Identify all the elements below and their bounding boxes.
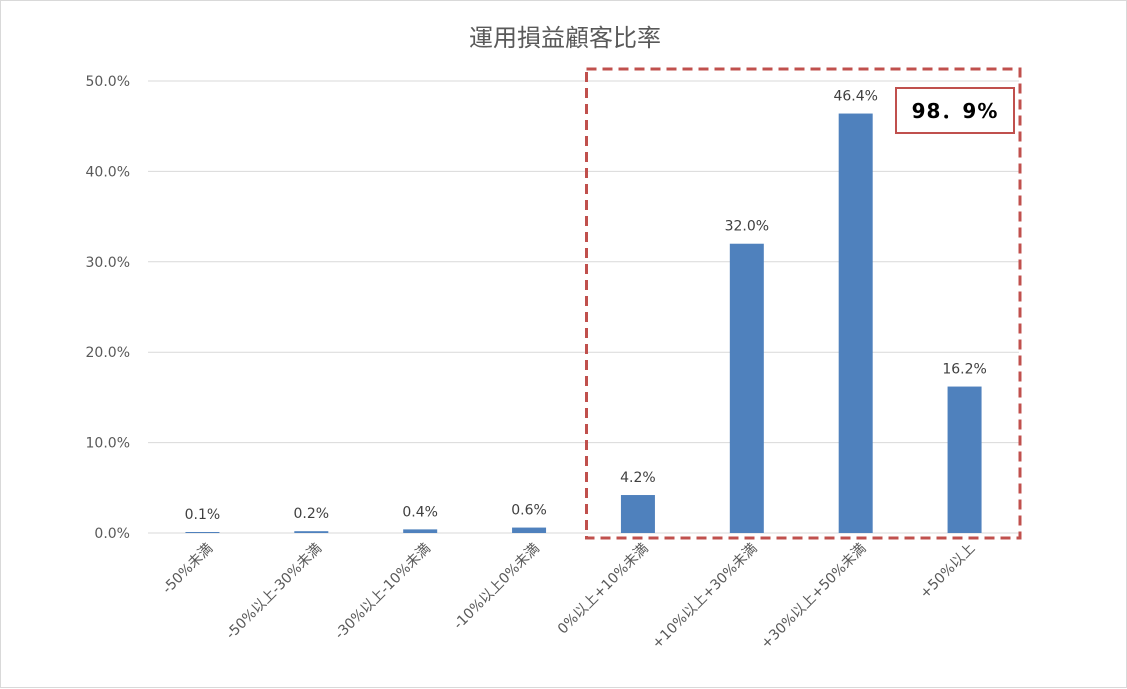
bar	[294, 531, 329, 533]
x-tick-label: +10%以上+30%未満	[649, 541, 761, 653]
data-label: 0.2%	[294, 506, 330, 522]
bar	[512, 527, 547, 533]
x-tick-label: +50%以上	[917, 541, 978, 602]
x-tick-label: -10%以上0%未満	[451, 541, 543, 633]
y-tick-label: 50.0%	[86, 74, 130, 90]
data-label: 4.2%	[620, 470, 656, 486]
data-label: 0.4%	[402, 504, 438, 520]
callout-label: 98．9%	[912, 99, 999, 123]
bar	[729, 243, 764, 533]
y-tick-label: 30.0%	[86, 255, 130, 271]
data-label: 16.2%	[942, 362, 986, 378]
bars	[185, 113, 982, 533]
bar	[403, 529, 438, 533]
data-label: 32.0%	[725, 219, 769, 235]
x-tick-label: -50%以上-30%未満	[223, 541, 325, 643]
x-tick-label: +30%以上+50%未満	[758, 541, 870, 653]
highlight-dashed-box	[585, 67, 1022, 540]
data-label: 0.1%	[185, 507, 221, 523]
data-label: 46.4%	[833, 89, 877, 105]
bar	[838, 113, 873, 533]
data-label: 0.6%	[511, 503, 547, 519]
bar	[947, 386, 982, 533]
chart-title: 運用損益顧客比率	[469, 24, 661, 52]
x-tick-label: -30%以上-10%未満	[332, 541, 434, 643]
highlight-group: 98．9%	[585, 67, 1022, 540]
x-axis-tick-labels: -50%未満 -50%以上-30%未満 -30%以上-10%未満 -10%以上0%未満…	[160, 541, 979, 653]
bar	[620, 495, 655, 533]
y-tick-label: 20.0%	[86, 345, 130, 361]
y-tick-label: 0.0%	[94, 526, 130, 542]
y-tick-label: 40.0%	[86, 164, 130, 180]
data-labels: 0.1% 0.2% 0.4% 0.6% 4.2% 32.0% 46.4% 16.2%	[185, 89, 987, 523]
y-axis-tick-labels: 0.0% 10.0% 20.0% 30.0% 40.0% 50.0%	[86, 74, 130, 542]
y-tick-label: 10.0%	[86, 436, 130, 452]
x-tick-label: -50%未満	[160, 541, 217, 598]
callout-box	[895, 87, 1015, 134]
bar	[185, 532, 220, 533]
x-tick-label: 0%以上+10%未満	[555, 541, 652, 638]
grid-lines	[148, 80, 1019, 534]
